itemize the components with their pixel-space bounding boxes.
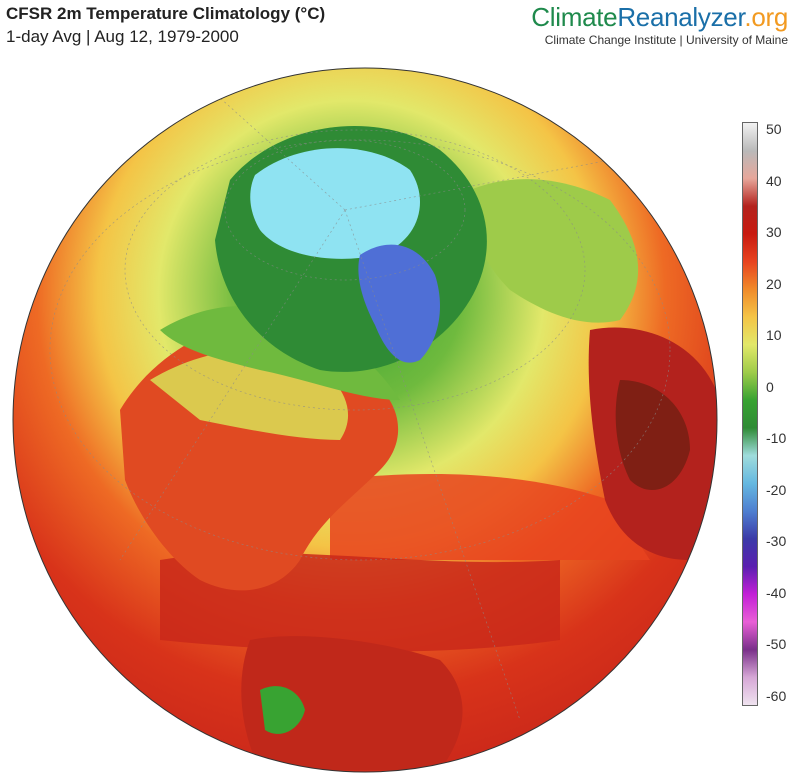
atlantic-warm-band (330, 474, 650, 560)
canada-green (160, 306, 400, 400)
sahara-hot (615, 380, 690, 490)
andes-green (260, 686, 305, 734)
colorbar-tick-label: 0 (766, 378, 774, 395)
arctic-sea-ice (250, 148, 420, 259)
brand-tagline: Climate Change Institute | University of… (544, 33, 788, 47)
globe-outline (12, 67, 718, 773)
colorbar-tick-label: -20 (766, 481, 787, 498)
colorbar-tick-label: -40 (766, 584, 787, 601)
colorbar-tick-label: -30 (766, 533, 787, 550)
map-subtitle: 1-day Avg | Aug 12, 1979-2000 (6, 27, 239, 46)
logo-climate: Climate (531, 2, 618, 32)
logo-org: .org (744, 2, 788, 32)
colorbar-tick-label: 50 (766, 121, 782, 137)
colorbar-tick-label: 30 (766, 224, 782, 241)
colorbar-tick-label: 20 (766, 275, 782, 292)
colorbar-tick-label: -60 (766, 688, 787, 704)
greenland-ice (358, 244, 440, 363)
climate-reanalyzer-logo[interactable]: ClimateReanalyzer.org (531, 2, 788, 33)
colorbar-tick-label: -50 (766, 636, 787, 653)
colorbar-tick-label: -10 (766, 430, 787, 447)
south-america (241, 636, 463, 770)
colorbar-tick-label: 10 (766, 327, 782, 344)
europe (469, 179, 639, 323)
colorbar-tick-label: 40 (766, 172, 782, 189)
temperature-colorbar (742, 122, 758, 706)
map-title: CFSR 2m Temperature Climatology (°C) (6, 4, 326, 23)
logo-reanalyzer: Reanalyzer (617, 2, 745, 32)
graticule (49, 79, 671, 721)
